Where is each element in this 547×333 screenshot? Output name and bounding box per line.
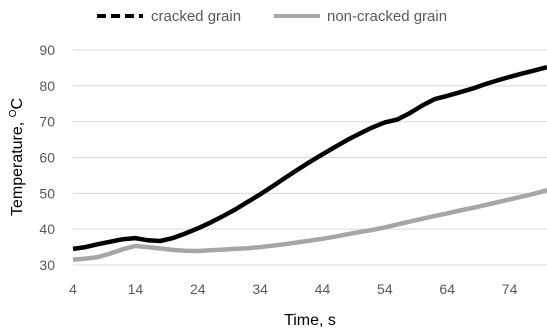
y-tick-labels: 30 40 50 60 70 80 90 xyxy=(39,42,55,273)
y-axis-unit-superscript: O xyxy=(8,109,19,117)
y-axis-title: Temperature, OC xyxy=(8,98,26,216)
y-tick-label: 40 xyxy=(39,221,55,237)
x-tick-label: 24 xyxy=(190,281,206,297)
series-line-cracked-grain xyxy=(72,65,547,252)
y-tick-label: 70 xyxy=(39,114,55,130)
y-axis-unit: C xyxy=(9,98,26,110)
y-axis-title-text: Temperature, xyxy=(9,117,26,216)
x-tick-label: 4 xyxy=(69,281,77,297)
x-tick-label: 14 xyxy=(128,281,144,297)
x-tick-label: 74 xyxy=(502,281,518,297)
gridlines xyxy=(73,49,547,230)
x-tick-label: 64 xyxy=(439,281,455,297)
x-tick-label: 34 xyxy=(252,281,268,297)
series-layer xyxy=(72,65,547,262)
x-axis-title: Time, s xyxy=(284,312,336,329)
x-tick-labels: 4 14 24 34 44 54 64 74 xyxy=(69,281,517,297)
y-tick-label: 60 xyxy=(39,150,55,166)
legend-label-cracked-grain: cracked grain xyxy=(151,8,241,25)
y-tick-label: 30 xyxy=(39,257,55,273)
y-tick-label: 80 xyxy=(39,78,55,94)
legend-label-non-cracked-grain: non-cracked grain xyxy=(327,8,447,25)
x-tick-label: 44 xyxy=(315,281,331,297)
x-tick-label: 54 xyxy=(377,281,393,297)
series-line-non-cracked-grain xyxy=(72,187,547,262)
legend: cracked grain non-cracked grain xyxy=(97,8,447,25)
y-tick-label: 50 xyxy=(39,185,55,201)
y-tick-label: 90 xyxy=(39,42,55,58)
